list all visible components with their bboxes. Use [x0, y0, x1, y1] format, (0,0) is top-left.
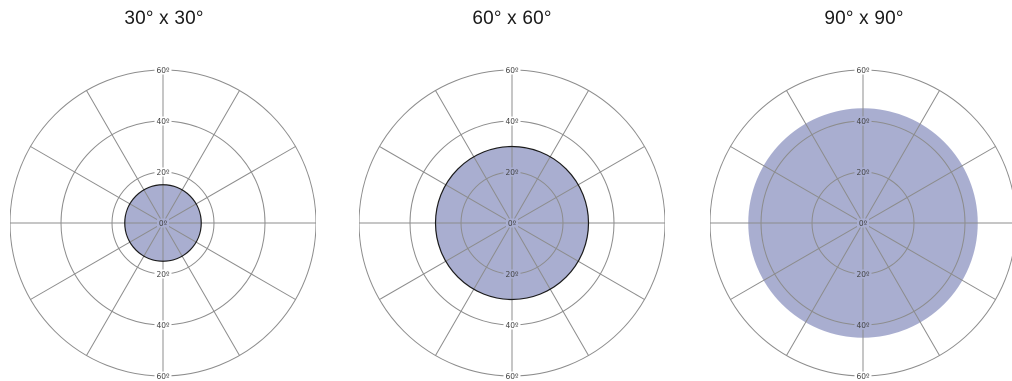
- polar-diagram-2: 60º 40º 20º 0º 20º 40º 60º: [359, 65, 665, 381]
- polar-diagram-3: 60º 40º 20º 0º 20º 40º 60º: [710, 65, 1012, 381]
- ring-label-lower: 20º: [856, 270, 870, 279]
- ring-label-upper: 40º: [505, 117, 519, 126]
- panel-title-30x30: 30° x 30°: [124, 8, 204, 29]
- ring-label-lower: 60º: [856, 372, 870, 381]
- coverage-outline: [434, 145, 590, 301]
- ring-label-lower: 40º: [505, 321, 519, 330]
- ring-label-upper: 20º: [156, 168, 170, 177]
- ring-label-upper: 40º: [856, 117, 870, 126]
- panel-title-60x60: 60° x 60°: [472, 8, 552, 29]
- ring-label-upper: 60º: [156, 66, 170, 75]
- ring-label-lower: 40º: [156, 321, 170, 330]
- ring-label-upper: 60º: [505, 66, 519, 75]
- ring-label-lower: 20º: [156, 270, 170, 279]
- center-label: 0º: [859, 219, 868, 228]
- coverage-outline: [124, 184, 202, 262]
- center-label: 0º: [508, 219, 517, 228]
- ring-label-upper: 60º: [856, 66, 870, 75]
- ring-label-upper: 40º: [156, 117, 170, 126]
- ring-label-lower: 20º: [505, 270, 519, 279]
- ring-label-upper: 20º: [505, 168, 519, 177]
- panel-title-90x90: 90° x 90°: [824, 8, 904, 29]
- center-label: 0º: [159, 219, 168, 228]
- ring-label-lower: 40º: [856, 321, 870, 330]
- polar-diagram-1: 60º 40º 20º 0º 20º 40º 60º: [10, 65, 316, 381]
- ring-label-lower: 60º: [505, 372, 519, 381]
- ring-label-lower: 60º: [156, 372, 170, 381]
- ring-label-upper: 20º: [856, 168, 870, 177]
